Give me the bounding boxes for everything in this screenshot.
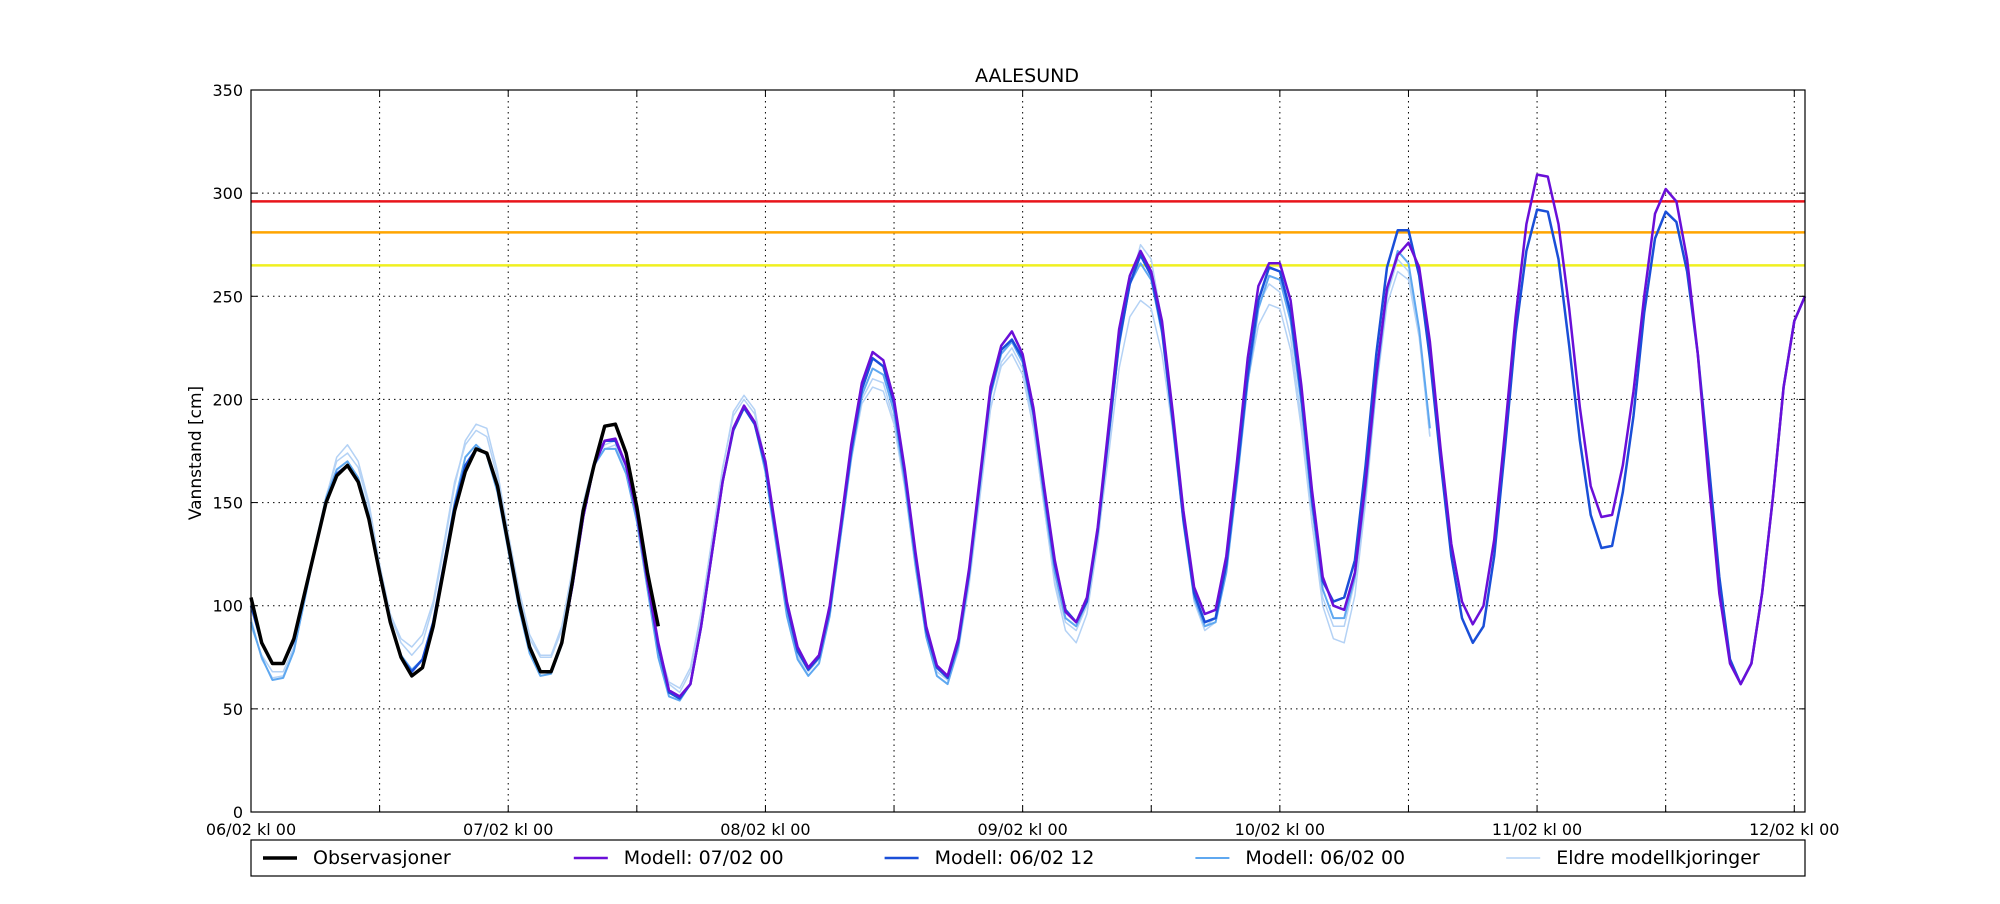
x-tick-label: 07/02 kl 00 [463, 820, 553, 839]
x-tick-label: 06/02 kl 00 [206, 820, 296, 839]
y-tick-label: 0 [233, 803, 243, 822]
y-tick-label: 150 [212, 494, 243, 513]
x-tick-label: 11/02 kl 00 [1492, 820, 1582, 839]
series-line [249, 422, 661, 678]
y-tick-label: 100 [212, 597, 243, 616]
legend-label: Eldre modellkjoringer [1556, 847, 1760, 869]
y-tick-label: 250 [212, 287, 243, 306]
legend-frame [250, 839, 1806, 877]
legend-label: Modell: 06/02 12 [935, 847, 1095, 869]
legend-label: Modell: 07/02 00 [624, 847, 784, 869]
legend-label: Modell: 06/02 00 [1245, 847, 1405, 869]
plot-frame [250, 89, 1806, 813]
y-tick-label: 300 [212, 184, 243, 203]
axes: 0 50 100 150 200 250 300 350 06/02 kl 00 07/02 kl… [206, 81, 1840, 839]
y-tick-label: 50 [223, 700, 243, 719]
x-tick-label: 12/02 kl 00 [1749, 820, 1839, 839]
series-line [506, 173, 1807, 698]
x-tick-label: 09/02 kl 00 [977, 820, 1067, 839]
y-tick-label: 350 [212, 81, 243, 100]
legend-label: Observasjoner [313, 847, 451, 869]
y-tick-label: 200 [212, 390, 243, 409]
threshold-lines [251, 200, 1805, 267]
legend-items: Observasjoner Modell: 07/02 00 Modell: 06/… [263, 847, 1760, 869]
chart-title: AALESUND [975, 65, 1079, 87]
y-axis-label: Vannstand [cm] [186, 386, 206, 520]
series-lines [249, 173, 1807, 702]
x-tick-label: 10/02 kl 00 [1235, 820, 1325, 839]
legend: Observasjoner Modell: 07/02 00 Modell: 06/… [250, 839, 1806, 877]
x-tick-label: 08/02 kl 00 [720, 820, 810, 839]
